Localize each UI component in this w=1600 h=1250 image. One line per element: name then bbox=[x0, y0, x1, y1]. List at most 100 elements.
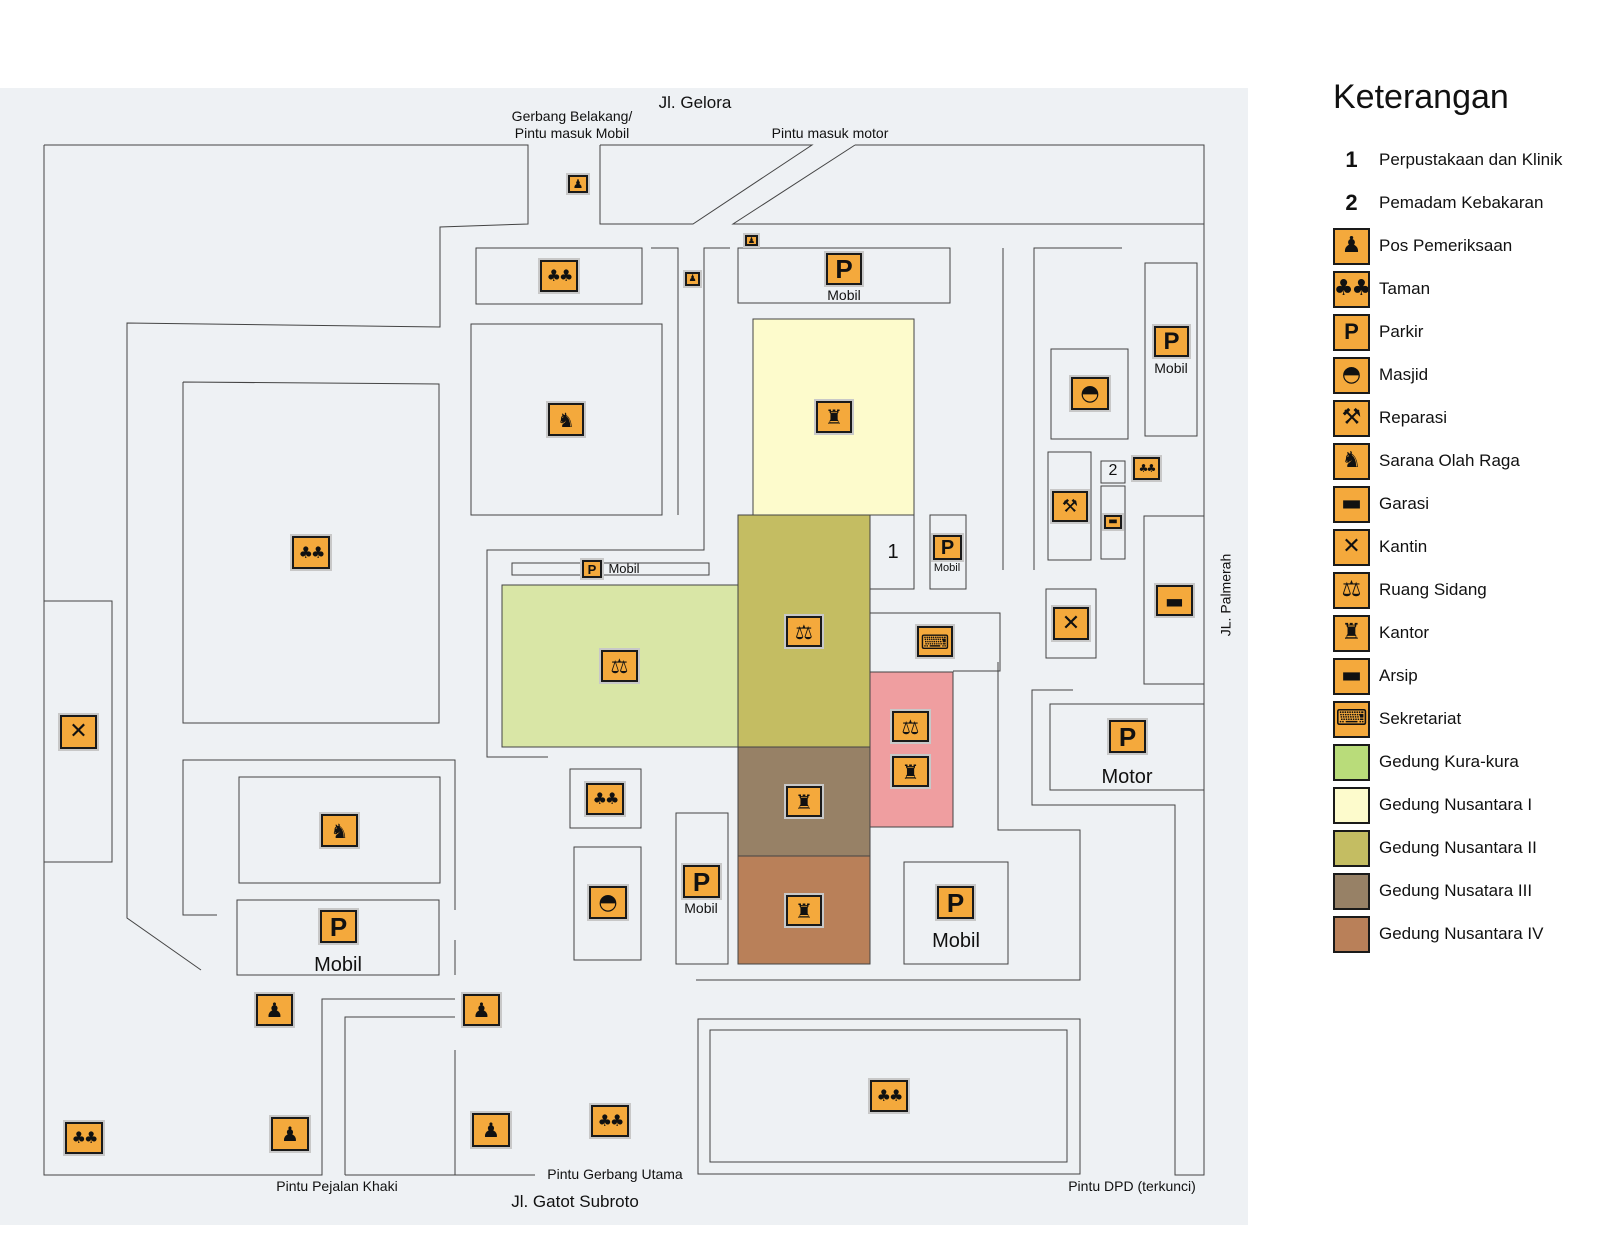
main-gate-label: Pintu Gerbang Utama bbox=[547, 1166, 683, 1182]
repair-icon[interactable] bbox=[1050, 489, 1090, 524]
pink-building[interactable] bbox=[869, 671, 954, 828]
legend-item: Gedung Nusantara II bbox=[1333, 829, 1537, 867]
legend-item: Gedung Nusantara I bbox=[1333, 786, 1532, 824]
courtroom-icon[interactable] bbox=[599, 648, 640, 684]
marker-1-library-clinic[interactable]: 1 bbox=[887, 541, 899, 563]
legend-color-swatch bbox=[1333, 786, 1370, 824]
arsip-icon bbox=[1333, 657, 1370, 695]
pos-icon bbox=[1333, 227, 1370, 265]
mosque-icon[interactable] bbox=[1069, 375, 1111, 412]
legend-label: Masjid bbox=[1379, 365, 1429, 384]
office-icon[interactable] bbox=[814, 399, 854, 435]
checkpoint-icon[interactable] bbox=[254, 992, 295, 1028]
archive-icon[interactable] bbox=[1102, 513, 1124, 531]
legend-label: Pemadam Kebakaran bbox=[1379, 193, 1544, 212]
legend-item: Garasi bbox=[1333, 485, 1429, 523]
courtroom-icon[interactable] bbox=[890, 709, 931, 744]
parking-label: Mobil bbox=[684, 900, 718, 916]
garage-icon[interactable] bbox=[1154, 583, 1195, 618]
legend-color-swatch bbox=[1333, 872, 1370, 910]
legend-item: 1 Perpustakaan dan Klinik bbox=[1333, 141, 1562, 179]
road-label-east: JL. Palmerah bbox=[1217, 553, 1234, 637]
legend-label: Kantor bbox=[1379, 623, 1430, 642]
kantor-icon bbox=[1333, 614, 1370, 652]
sidang-icon bbox=[1333, 571, 1370, 609]
checkpoint-icon[interactable] bbox=[743, 233, 760, 248]
legend-label: Garasi bbox=[1379, 494, 1430, 513]
legend-item: Sekretariat bbox=[1333, 700, 1461, 738]
pedestrian-gate-label: Pintu Pejalan Khaki bbox=[276, 1178, 398, 1194]
checkpoint-icon[interactable] bbox=[470, 1111, 512, 1149]
parking-label: Mobil bbox=[932, 930, 980, 952]
legend-label: Gedung Nusatara III bbox=[1379, 881, 1533, 900]
office-icon[interactable] bbox=[784, 893, 824, 928]
checkpoint-icon[interactable] bbox=[461, 992, 502, 1028]
marker-2-fire-station[interactable]: 2 bbox=[1108, 462, 1118, 479]
checkpoint-icon[interactable] bbox=[269, 1115, 311, 1153]
legend-label: Arsip bbox=[1379, 666, 1418, 685]
legend-label: Sekretariat bbox=[1379, 709, 1462, 728]
legend-title: Keterangan bbox=[1333, 78, 1509, 116]
legend-item: Gedung Kura-kura bbox=[1333, 743, 1519, 781]
legend-label: Taman bbox=[1379, 279, 1431, 298]
legend-item: Sarana Olah Raga bbox=[1333, 442, 1520, 480]
parking-label: Mobil bbox=[1154, 360, 1188, 376]
office-icon[interactable] bbox=[784, 784, 824, 819]
sports-icon[interactable] bbox=[546, 401, 586, 438]
legend-number-key: 1 bbox=[1345, 147, 1358, 172]
taman-icon bbox=[1333, 270, 1370, 308]
legend-item: Masjid bbox=[1333, 356, 1428, 394]
legend-label: Perpustakaan dan Klinik bbox=[1379, 150, 1563, 169]
parking-label: Mobil bbox=[314, 954, 362, 976]
garden-icon[interactable] bbox=[584, 781, 626, 817]
courtroom-icon[interactable] bbox=[784, 614, 824, 649]
garden-icon[interactable] bbox=[290, 534, 332, 571]
legend-item: Arsip bbox=[1333, 657, 1418, 695]
checkpoint-icon[interactable] bbox=[566, 173, 590, 195]
legend-color-swatch bbox=[1333, 915, 1370, 953]
office-icon[interactable] bbox=[890, 754, 931, 789]
legend-item: Kantor bbox=[1333, 614, 1429, 652]
parking-label: Mobil bbox=[933, 562, 961, 574]
canteen-icon[interactable] bbox=[1051, 605, 1091, 642]
kantin-icon bbox=[1333, 528, 1370, 566]
legend-label: Gedung Nusantara I bbox=[1379, 795, 1533, 814]
legend-label: Reparasi bbox=[1379, 408, 1448, 427]
garden-icon[interactable] bbox=[538, 258, 580, 294]
dpd-gate-label: Pintu DPD (terkunci) bbox=[1068, 1178, 1196, 1194]
back-gate-label: Gerbang Belakang/ bbox=[511, 108, 633, 124]
parking-icon[interactable] bbox=[1107, 718, 1148, 755]
parking-icon[interactable] bbox=[935, 884, 976, 921]
parking-icon[interactable] bbox=[824, 251, 864, 287]
garden-icon[interactable] bbox=[1131, 455, 1162, 482]
garden-icon[interactable] bbox=[63, 1120, 105, 1156]
legend-label: Gedung Nusantara IV bbox=[1379, 924, 1544, 943]
legend-label: Kantin bbox=[1379, 537, 1428, 556]
motor-gate-label: Pintu masuk motor bbox=[771, 125, 889, 141]
masjid-icon bbox=[1333, 356, 1370, 394]
legend-item: Gedung Nusantara IV bbox=[1333, 915, 1543, 953]
parking-icon[interactable] bbox=[1152, 324, 1191, 359]
parking-icon[interactable] bbox=[931, 533, 964, 562]
legend-color-swatch bbox=[1333, 829, 1370, 867]
checkpoint-icon[interactable] bbox=[683, 270, 702, 288]
parking-icon[interactable] bbox=[318, 908, 359, 945]
parking-icon[interactable] bbox=[580, 558, 604, 580]
parking-motor-label: Motor bbox=[1101, 766, 1153, 788]
legend-label: Gedung Kura-kura bbox=[1379, 752, 1519, 771]
legend-item: Pos Pemeriksaan bbox=[1333, 227, 1512, 265]
garden-icon[interactable] bbox=[868, 1078, 910, 1114]
fountain-icon[interactable] bbox=[587, 884, 629, 921]
legend-item: Gedung Nusatara III bbox=[1333, 872, 1532, 910]
secretariat-icon[interactable] bbox=[915, 624, 955, 659]
sports-icon[interactable] bbox=[319, 812, 360, 849]
canteen-icon[interactable] bbox=[58, 713, 99, 751]
parking-icon[interactable] bbox=[681, 863, 722, 900]
legend-item: Reparasi bbox=[1333, 399, 1447, 437]
legend-number-key: 2 bbox=[1345, 190, 1358, 215]
legend-label: Parkir bbox=[1379, 322, 1424, 341]
road-label-north: Jl. Gelora bbox=[658, 93, 732, 112]
garasi-icon bbox=[1333, 485, 1370, 523]
garden-icon[interactable] bbox=[589, 1103, 631, 1139]
road-label-south: Jl. Gatot Subroto bbox=[511, 1192, 639, 1211]
